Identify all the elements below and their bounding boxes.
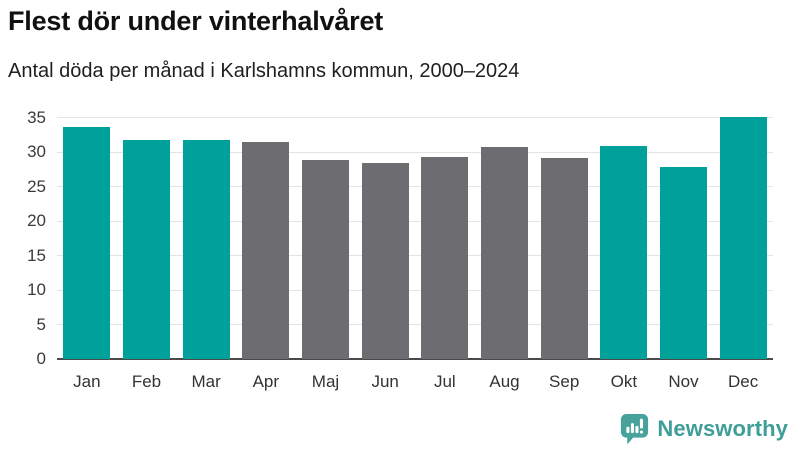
gridline-25 bbox=[57, 186, 773, 187]
bar-maj bbox=[302, 160, 349, 359]
y-tick-label: 30 bbox=[27, 142, 46, 161]
gridline-10 bbox=[57, 289, 773, 291]
chart-subtitle: Antal döda per månad i Karlshamns kommun… bbox=[8, 60, 520, 83]
newsworthy-logo-icon bbox=[621, 414, 649, 445]
bar-sep bbox=[540, 157, 588, 359]
bar-jan bbox=[63, 127, 111, 359]
chart-header: Flest dör under vinterhalvåret Antal död… bbox=[8, 4, 792, 83]
gridline-20 bbox=[57, 220, 773, 222]
bar-jun bbox=[361, 163, 409, 359]
y-tick-label: 25 bbox=[27, 176, 46, 196]
x-tick-label-aug: Aug bbox=[489, 372, 520, 391]
gridline-15 bbox=[57, 255, 773, 256]
gridline-30 bbox=[57, 151, 773, 153]
newsworthy-logo: Newsworthy bbox=[620, 413, 788, 445]
x-tick-label-apr: Apr bbox=[252, 372, 280, 391]
gridline-5 bbox=[57, 324, 773, 325]
x-axis-line bbox=[57, 358, 773, 360]
y-tick-label: 35 bbox=[27, 107, 46, 127]
x-tick-label-nov: Nov bbox=[668, 372, 699, 391]
chart-title: Flest dör under vinterhalvåret bbox=[8, 6, 384, 36]
y-tick-label: 20 bbox=[27, 211, 46, 230]
brand-name: Newsworthy bbox=[657, 416, 788, 441]
x-tick-label-okt: Okt bbox=[610, 372, 638, 391]
bar-chart: 0 5 10 15 20 25 30 35 Jan Feb Mar Apr Maj Jun Jul Aug S… bbox=[0, 103, 800, 403]
y-tick-label: 0 bbox=[36, 349, 46, 368]
x-tick-label-jan: Jan bbox=[73, 372, 101, 391]
bar-okt bbox=[600, 146, 648, 359]
bar-aug bbox=[481, 147, 528, 359]
bar-mar bbox=[182, 140, 230, 359]
bar-jul bbox=[421, 156, 469, 359]
y-tick-label: 5 bbox=[36, 314, 46, 334]
gridline-35 bbox=[57, 117, 773, 118]
x-tick-label-jul: Jul bbox=[433, 372, 456, 391]
y-tick-label: 15 bbox=[27, 245, 46, 265]
plot-area bbox=[57, 110, 773, 360]
x-tick-label-dec: Dec bbox=[728, 372, 759, 391]
x-tick-label-mar: Mar bbox=[191, 372, 221, 391]
bar-dec bbox=[719, 116, 767, 359]
bar-feb bbox=[123, 140, 170, 359]
x-tick-label-sep: Sep bbox=[549, 372, 580, 391]
y-tick-label: 10 bbox=[27, 280, 46, 299]
x-tick-label-feb: Feb bbox=[131, 372, 162, 391]
x-tick-label-jun: Jun bbox=[371, 372, 399, 391]
bar-apr bbox=[242, 141, 290, 359]
x-tick-label-maj: Maj bbox=[311, 372, 340, 391]
bar-nov bbox=[660, 167, 707, 359]
